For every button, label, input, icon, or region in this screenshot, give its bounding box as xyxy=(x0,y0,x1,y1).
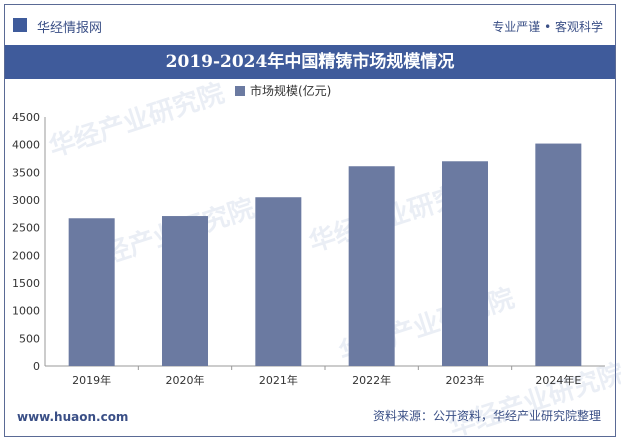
header-bar: 华经情报网 专业严谨 • 客观科学 xyxy=(5,5,615,45)
x-tick-label: 2021年 xyxy=(259,373,298,387)
bar xyxy=(68,218,115,366)
bar xyxy=(535,143,582,366)
y-tick-label: 0 xyxy=(33,360,40,373)
chart-title: 2019-2024年中国精铸市场规模情况 xyxy=(5,45,615,79)
legend-label: 市场规模(亿元) xyxy=(250,83,331,98)
y-tick-label: 2000 xyxy=(12,249,40,262)
footer-source: 资料来源：公开资料，华经产业研究院整理 xyxy=(372,409,601,423)
x-tick-label: 2024年E xyxy=(535,373,581,387)
y-tick-label: 1000 xyxy=(12,305,40,318)
y-tick-label: 4500 xyxy=(12,111,40,124)
y-tick-label: 1500 xyxy=(12,277,40,290)
bar xyxy=(348,166,395,366)
y-tick-label: 3000 xyxy=(12,194,40,207)
chart-frame: 华经情报网 专业严谨 • 客观科学 2019-2024年中国精铸市场规模情况 华… xyxy=(4,4,621,443)
legend-swatch xyxy=(235,86,245,96)
bar xyxy=(255,197,302,366)
x-tick-label: 2020年 xyxy=(166,373,205,387)
y-tick-label: 3500 xyxy=(12,166,40,179)
x-tick-label: 2022年 xyxy=(352,373,391,387)
y-tick-label: 500 xyxy=(19,332,40,345)
brand-name: 华经情报网 xyxy=(37,21,103,36)
footer-website: www.huaon.com xyxy=(17,410,129,424)
y-tick-label: 2500 xyxy=(12,222,40,235)
tagline: 专业严谨 • 客观科学 xyxy=(492,20,603,34)
y-tick-label: 4000 xyxy=(12,139,40,152)
x-tick-label: 2019年 xyxy=(72,373,111,387)
bar-chart: 市场规模(亿元) 0 500 1000 1500 2000 2500 3000 3500 4000… xyxy=(12,83,605,387)
bar xyxy=(442,161,488,366)
x-tick-label: 2023年 xyxy=(446,373,485,387)
brand-logo-icon xyxy=(13,18,27,32)
bar xyxy=(162,216,208,366)
